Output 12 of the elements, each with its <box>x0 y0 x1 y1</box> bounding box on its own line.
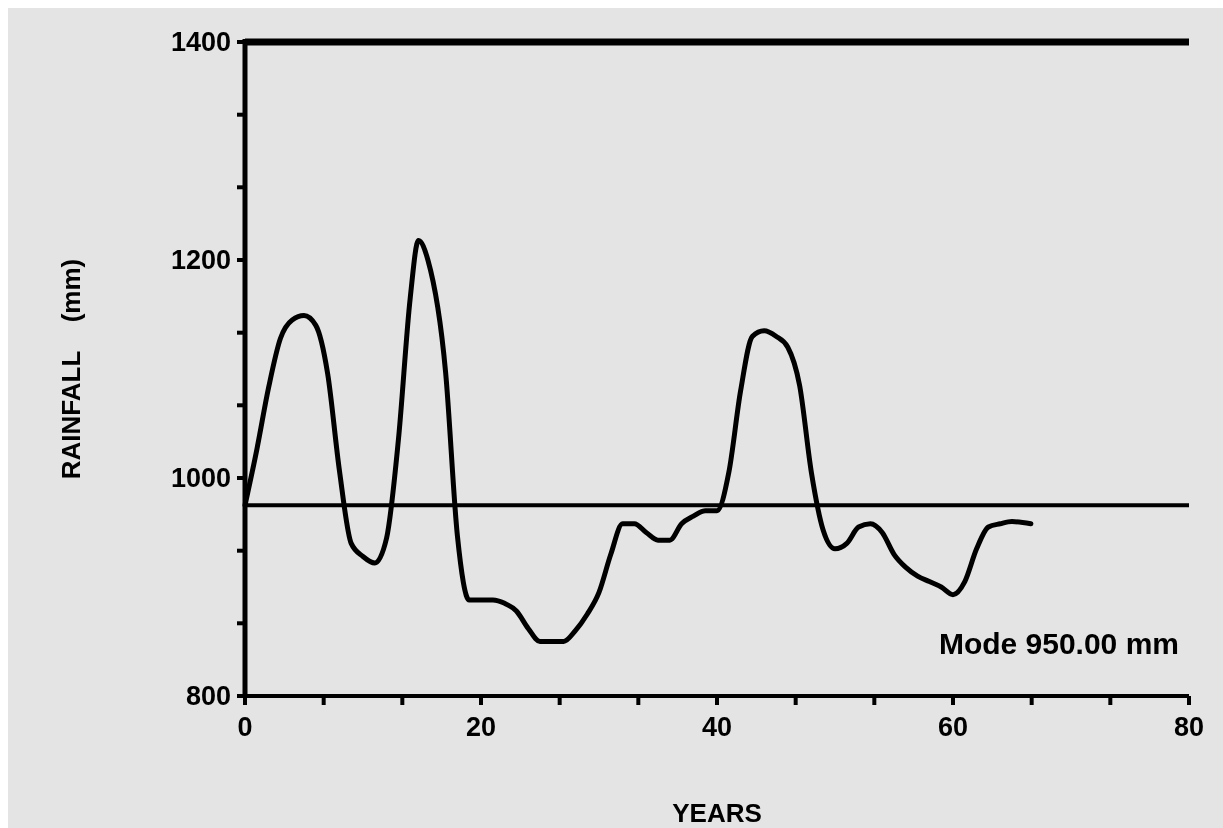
x-tick-label: 80 <box>1173 712 1205 742</box>
x-axis-title: YEARS <box>672 798 762 828</box>
y-axis-title: RAINFALL (mm) <box>56 258 86 480</box>
y-tick-label: 1400 <box>170 27 231 58</box>
x-tick-label: 60 <box>937 712 969 742</box>
y-tick-label: 1200 <box>170 245 231 276</box>
annotation: Mode 950.00 mm <box>938 627 1179 660</box>
x-tick-label: 0 <box>237 712 253 742</box>
x-tick-label: 40 <box>701 712 733 742</box>
y-tick-label: 800 <box>185 681 231 712</box>
x-tick-label: 20 <box>465 712 497 742</box>
y-tick-label: 1000 <box>170 463 231 494</box>
